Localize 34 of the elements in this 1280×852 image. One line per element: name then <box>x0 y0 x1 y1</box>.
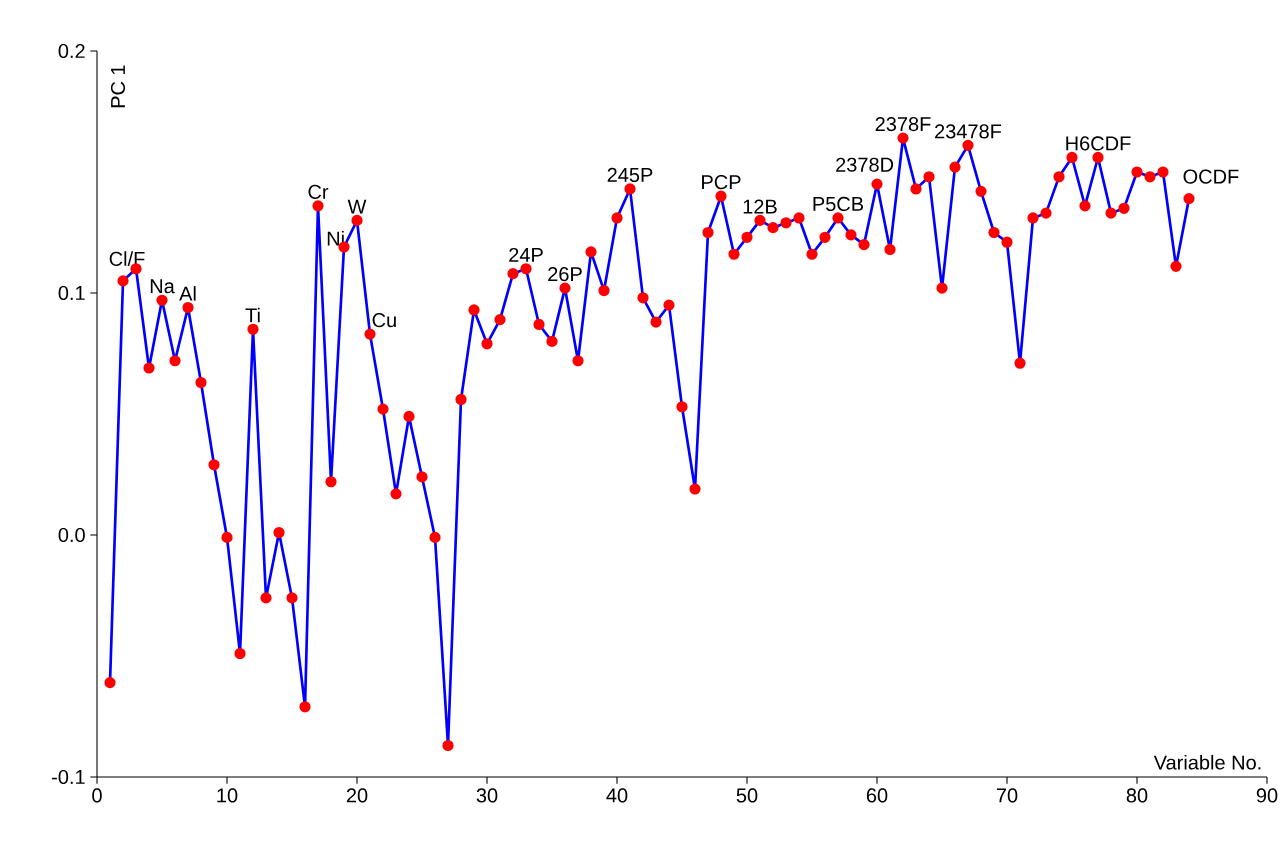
annotation: 2378F <box>875 117 931 132</box>
annotation: 12B <box>743 199 777 214</box>
x-tick-label: 20 <box>346 788 368 803</box>
annotation: 26P <box>548 267 582 282</box>
x-axis-title: Variable No. <box>1153 754 1261 770</box>
x-tick-label: 30 <box>476 788 498 803</box>
x-tick-label: 60 <box>866 788 888 803</box>
annotation: P5CB <box>813 196 864 212</box>
annotation: Cu <box>372 313 396 328</box>
annotation: 2378D <box>836 157 894 172</box>
annotation: Cl/F <box>109 251 145 266</box>
x-tick-label: 10 <box>217 788 238 803</box>
y-axis-title: PC 1 <box>110 65 126 108</box>
annotation: Na <box>150 279 175 294</box>
annotation: W <box>347 199 367 214</box>
x-tick-label: 70 <box>996 788 1018 803</box>
annotation: 245P <box>607 167 653 182</box>
x-tick-label: 90 <box>1256 788 1278 803</box>
y-tick-label: -0.1 <box>52 769 85 785</box>
annotation: 24P <box>509 247 543 262</box>
x-tick-label: 40 <box>606 788 628 803</box>
annotation: H6CDF <box>1066 136 1131 151</box>
y-tick-label: 0.1 <box>58 285 85 301</box>
annotation: PCP <box>702 175 741 190</box>
annotation: 23478F <box>935 124 1002 139</box>
annotation: Ti <box>245 307 260 323</box>
x-tick-label: 0 <box>92 788 102 803</box>
y-tick-label: 0.2 <box>58 43 85 59</box>
annotation: Al <box>179 286 196 301</box>
annotation: Cr <box>308 184 329 199</box>
x-tick-label: 50 <box>736 788 758 803</box>
y-tick-label: 0.0 <box>58 527 85 543</box>
x-tick-label: 80 <box>1126 788 1148 803</box>
annotation: OCDF <box>1183 169 1239 184</box>
